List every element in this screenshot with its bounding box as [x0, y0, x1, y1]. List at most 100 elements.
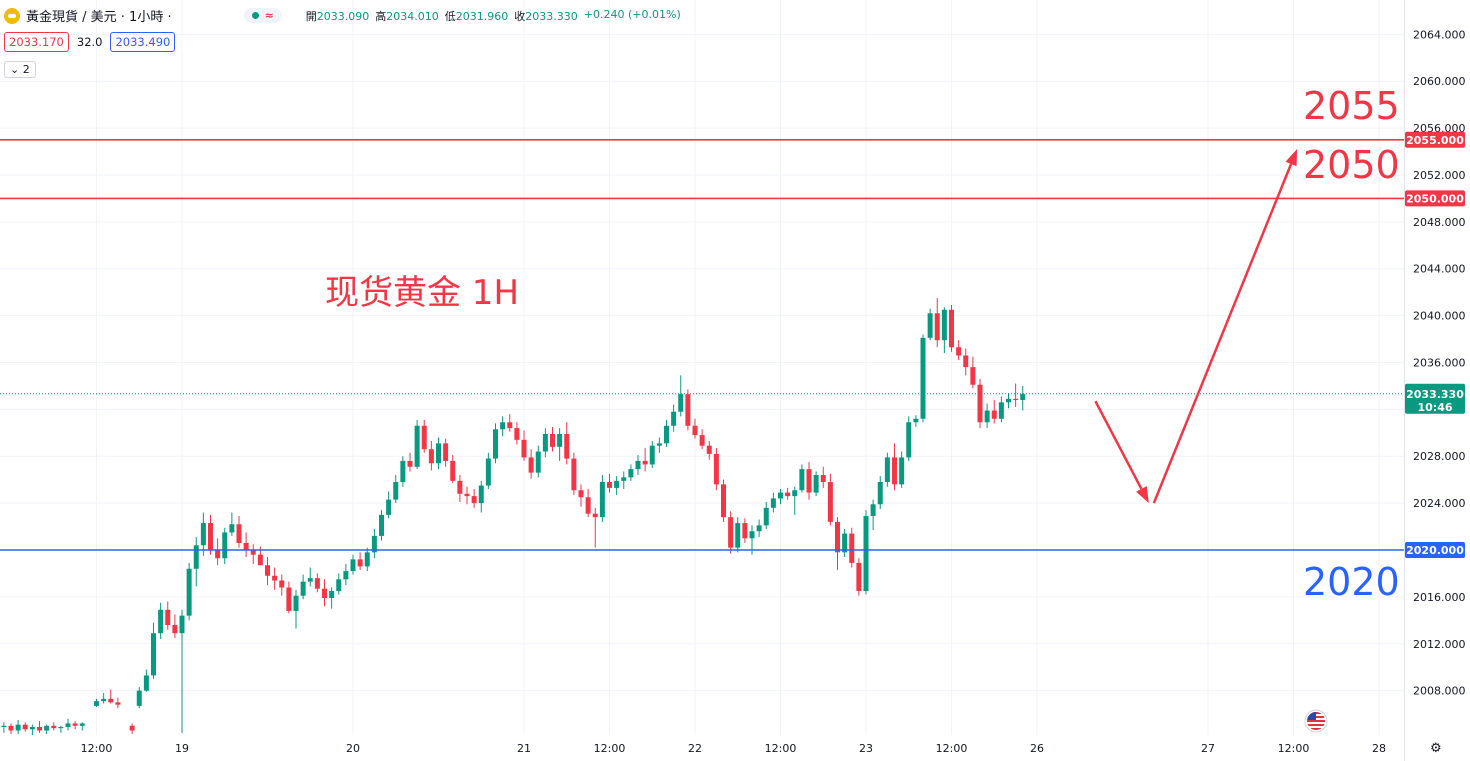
candle: [934, 298, 940, 348]
candle: [550, 426, 555, 452]
candle: [585, 489, 591, 518]
symbol-header: 黃金現貨 / 美元 · 1小時 · ≈ 開2033.090 高2034.010 …: [4, 6, 681, 25]
price-tick-label: 2060.000: [1413, 75, 1466, 88]
candle: [400, 456, 406, 487]
candle: [200, 512, 206, 556]
candle: [521, 430, 527, 461]
candle: [763, 501, 769, 529]
ohlc-open-value: 2033.090: [316, 9, 370, 23]
candle-body: [607, 482, 612, 488]
candle: [742, 518, 748, 543]
time-tick-label: 22: [688, 742, 702, 755]
candle-body: [592, 513, 598, 518]
candle: [272, 567, 278, 590]
candle: [300, 574, 306, 600]
candle: [172, 614, 178, 638]
candle-body: [229, 524, 235, 533]
candle: [927, 308, 933, 341]
candle: [94, 698, 99, 708]
candle-body: [200, 523, 206, 546]
price-tick-label: 2024.000: [1413, 497, 1466, 510]
forecast-arrow[interactable]: [1152, 149, 1298, 504]
candle: [920, 334, 926, 423]
candle-body: [414, 425, 420, 467]
market-status-pill[interactable]: ≈: [243, 8, 282, 23]
candle: [592, 507, 598, 548]
candle: [179, 609, 185, 733]
candle: [485, 452, 491, 490]
candle: [770, 492, 776, 513]
candle-body: [257, 554, 263, 566]
time-tick-label: 12:00: [1278, 742, 1310, 755]
candle-body: [906, 422, 912, 458]
candle: [151, 622, 156, 679]
candle-body: [970, 367, 976, 385]
candle: [778, 489, 783, 505]
candle-body: [542, 433, 548, 452]
candle-body: [37, 726, 42, 731]
candle: [984, 403, 990, 429]
forecast-arrow[interactable]: [1094, 400, 1149, 504]
candle-body: [457, 480, 463, 494]
buy-price-button[interactable]: 2033.490: [110, 32, 176, 52]
level-badge-label: 2020.000: [1406, 544, 1464, 557]
chart-settings-gear-icon[interactable]: ⚙: [1430, 741, 1442, 756]
us-flag-icon[interactable]: [1304, 709, 1328, 733]
candle: [892, 443, 897, 491]
ohlc-change: +0.240 (+0.01%): [583, 7, 681, 21]
price-axis: 2064.0002060.0002056.0002052.0002048.000…: [1413, 28, 1466, 697]
candle-body: [471, 496, 477, 504]
candle-body: [642, 460, 648, 465]
candle-body: [407, 460, 413, 467]
ohlc-close-value: 2033.330: [525, 9, 578, 23]
time-axis: 12:00 19 20 21 12:00 22 12:00 23 12:00 26 27 12:00 2…: [81, 742, 1386, 755]
candle: [428, 441, 434, 471]
time-tick-label: 12:00: [594, 742, 626, 755]
price-tick-label: 2052.000: [1413, 169, 1466, 182]
candle: [721, 479, 726, 522]
candle: [571, 452, 577, 495]
candle: [998, 396, 1004, 423]
candle-body: [614, 480, 620, 488]
candle-body: [79, 723, 85, 726]
level-badge-support-2020: [1405, 542, 1465, 558]
candle-body: [400, 460, 406, 483]
candle: [314, 573, 320, 593]
candle: [364, 547, 370, 572]
candle-body: [728, 517, 734, 548]
indicators-toggle-button[interactable]: ⌄ 2: [4, 61, 36, 78]
candle: [799, 464, 805, 493]
candle-body: [621, 477, 627, 481]
candle: [557, 428, 563, 461]
ohlc-close-label: 收: [514, 9, 526, 23]
candle: [79, 722, 85, 731]
candle: [1020, 385, 1026, 411]
candle-body: [628, 469, 634, 478]
candle: [842, 528, 848, 558]
candle-body: [329, 591, 335, 599]
candle: [443, 438, 449, 467]
candle-body: [493, 429, 498, 459]
candle-body: [827, 482, 833, 522]
candle-body: [343, 571, 349, 580]
candle-body: [443, 443, 449, 461]
candle: [436, 437, 441, 470]
candle-body: [136, 690, 142, 706]
sell-price-button[interactable]: 2033.170: [4, 32, 69, 52]
ohlc-open-label: 開: [305, 9, 317, 23]
candle-body: [464, 493, 470, 497]
candle-body: [977, 384, 983, 423]
gold-logo-icon: [4, 7, 20, 24]
candle: [386, 491, 392, 519]
candle-body: [535, 451, 541, 473]
symbol-title[interactable]: 黃金現貨 / 美元 · 1小時 ·: [26, 10, 172, 25]
candle-body: [8, 725, 14, 731]
ohlc-low-value: 2031.960: [455, 9, 509, 23]
forecast-arrow-head: [1136, 486, 1149, 504]
candle-body: [671, 411, 677, 426]
candle: [813, 471, 819, 497]
candle-body: [749, 531, 755, 539]
candle-body: [314, 578, 320, 589]
